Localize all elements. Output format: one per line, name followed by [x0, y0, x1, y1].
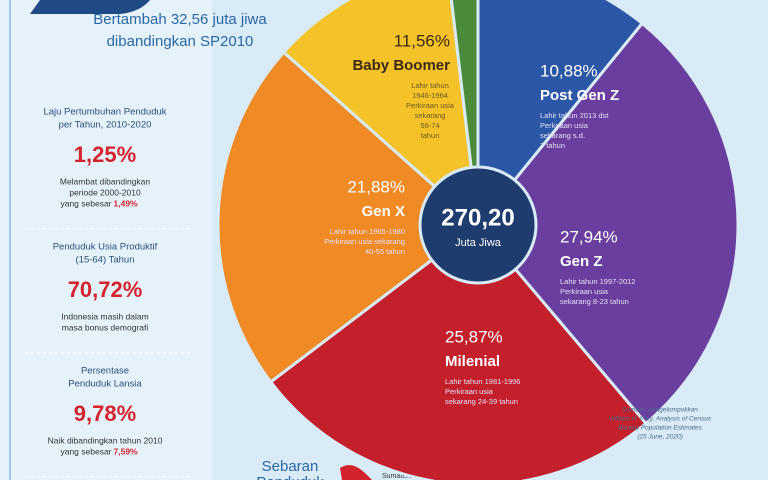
stat-note: yang sebesar	[60, 198, 111, 208]
stat-value: 1,25%	[74, 142, 136, 167]
stat-note-highlight: 7,59%	[114, 446, 139, 456]
slice-description: sekarang	[415, 111, 446, 120]
source-note: Bureau Population Estimates	[618, 425, 703, 432]
stat-note: periode 2000-2010	[69, 187, 141, 197]
stat-title: Penduduk Lansia	[68, 379, 142, 390]
source-note: (25 June, 2020)	[637, 434, 683, 441]
stat-note: Melambat dibandingkan	[60, 176, 151, 186]
pie-slice	[281, 0, 480, 229]
slice-name: Gen Z	[560, 253, 603, 270]
slice-description: 40-55 tahun	[365, 247, 405, 256]
footer-text: Penduduk	[256, 474, 324, 480]
slice-description: 56-74	[420, 121, 439, 130]
stat-title: Laju Pertumbuhan Penduduk	[43, 107, 166, 118]
source-note: William H. Frey, Analysis of Census	[609, 416, 712, 423]
map-shape	[340, 465, 372, 480]
footer-text: Sebaran	[262, 458, 319, 475]
stat-title: Persentase	[81, 366, 129, 377]
pie-slice	[476, 21, 740, 426]
stat-note: yang sebesar	[60, 446, 111, 456]
header-shape	[30, 0, 150, 14]
header-text: dibandingkan SP2010	[107, 33, 254, 50]
stat-title: Penduduk Usia Produktif	[53, 242, 158, 253]
pie-slice	[449, 0, 480, 226]
slice-description: Lahir tahun 1981-1996	[445, 377, 520, 386]
slice-description: Perkiraan usia	[540, 121, 589, 130]
slice-value-label: 25,87%	[445, 327, 503, 346]
slice-value-label: 10,88%	[540, 61, 598, 80]
slice-description: Lahir tahun 1965-1980	[330, 227, 405, 236]
slice-name: Milenial	[445, 353, 500, 370]
slice-description: Perkiraan usia	[560, 287, 609, 296]
slice-description: Lahir tahun 1997-2012	[560, 277, 635, 286]
slice-description: Perkiraan usia	[406, 101, 455, 110]
slice-name: Baby Boomer	[352, 57, 450, 74]
header-text: Bertambah 32,56 juta jiwa	[93, 11, 267, 28]
center-unit: Juta Jiwa	[455, 237, 502, 249]
stat-note: Indonesia masih dalam	[61, 311, 148, 321]
pie-slice	[268, 222, 649, 480]
stat-title: per Tahun, 2010-2020	[59, 120, 152, 131]
slice-name: Post Gen Z	[540, 87, 619, 104]
slice-description: 1946-1964	[412, 91, 448, 100]
slice-value-label: 27,94%	[560, 227, 618, 246]
sidebar-bg	[0, 0, 212, 480]
pie-slice	[476, 0, 645, 230]
pie-slice	[216, 50, 481, 384]
stat-note: masa bonus demografi	[62, 322, 149, 332]
center-circle	[418, 165, 538, 285]
slice-description: Perkiraan usia sekarang	[324, 237, 405, 246]
slice-description: 7 tahun	[540, 141, 565, 150]
slice-description: tahun	[421, 131, 440, 140]
stat-value: 70,72%	[68, 277, 143, 302]
source-note: Sumber: pengelompokkan	[622, 407, 698, 414]
stat-title: (15-64) Tahun	[76, 255, 135, 266]
stat-note: Naik dibandingkan tahun 2010	[48, 435, 163, 445]
stat-value: 9,78%	[74, 401, 136, 426]
region-label: Sumatera	[382, 473, 412, 480]
slice-value-label: 11,56%	[394, 31, 450, 50]
slice-value-label: 21,88%	[347, 177, 405, 196]
slice-name: Gen X	[362, 203, 405, 220]
slice-description: sekarang s.d.	[540, 131, 585, 140]
slice-description: Lahir tahun 2013 dst	[540, 111, 609, 120]
center-value: 270,20	[441, 204, 514, 231]
slice-description: Perkiraan usia	[445, 387, 494, 396]
slice-description: sekarang 24-39 tahun	[445, 397, 518, 406]
slice-description: Lahir tahun	[411, 81, 449, 90]
slice-description: sekarang 8-23 tahun	[560, 297, 629, 306]
stat-note-highlight: 1,49%	[114, 198, 139, 208]
